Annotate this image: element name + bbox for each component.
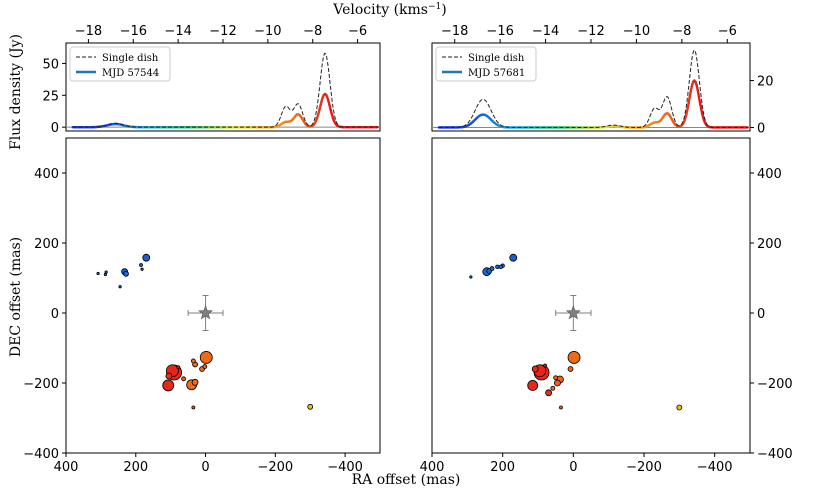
left-panel: −18 −16 −14 −12 −10 −8 −6 0 25 50 Single dish MJD 5… — [23, 24, 381, 475]
right-panel: −18 −16 −14 −12 −10 −8 −6 0 20 Single dish MJD 576… — [420, 24, 793, 475]
flux-tick-label: 0 — [757, 121, 765, 136]
dec-tick-label: −200 — [23, 377, 59, 392]
maser-spot — [142, 253, 151, 262]
ra-tick-label: 400 — [420, 460, 445, 475]
maser-spot — [307, 403, 314, 410]
maser-spot — [550, 385, 556, 391]
maser-spot — [104, 270, 108, 274]
maser-spot — [103, 272, 108, 277]
maser-spot — [123, 270, 129, 277]
maser-spot — [191, 378, 199, 386]
ra-tick-label: 0 — [569, 460, 577, 475]
maser-spot — [543, 363, 547, 368]
maser-spot — [202, 364, 208, 369]
maser-spot — [199, 351, 213, 364]
dec-tick-label: −400 — [757, 447, 793, 462]
maser-spot — [676, 404, 683, 411]
maser-spot — [139, 263, 143, 267]
dec-tick-label: 400 — [34, 167, 59, 182]
maser-spot — [554, 379, 561, 387]
maser-spot — [545, 389, 552, 397]
dec-tick-label: 200 — [757, 237, 782, 252]
ra-tick-label: 200 — [490, 460, 515, 475]
velocity-tick-label: −10 — [254, 24, 281, 39]
flux-density-axis-label: Flux density (Jy) — [8, 34, 24, 150]
ra-tick-label: −200 — [626, 460, 662, 475]
dec-offset-axis-label: DEC offset (mas) — [8, 237, 24, 357]
maser-spot — [140, 267, 144, 271]
maser-spot — [181, 376, 186, 382]
maser-spot — [165, 372, 173, 380]
star-marker — [198, 305, 214, 320]
maser-spot — [567, 366, 574, 372]
velocity-tick-label: −18 — [441, 24, 468, 39]
maser-spot — [489, 266, 495, 271]
maser-spot — [118, 285, 122, 289]
star-marker — [565, 305, 581, 320]
maser-spot — [495, 264, 500, 269]
velocity-tick-label: −10 — [623, 24, 650, 39]
single-dish-spectrum — [72, 52, 378, 128]
velocity-tick-label: −8 — [303, 24, 322, 39]
maser-spot — [191, 405, 196, 410]
dec-tick-label: 400 — [757, 167, 782, 182]
velocity-tick-label: −18 — [75, 24, 102, 39]
maser-spot — [162, 379, 175, 392]
map-frame — [431, 137, 751, 454]
velocity-tick-label: −6 — [718, 24, 737, 39]
legend-epoch-label: MJD 57681 — [468, 68, 525, 79]
ra-tick-label: 0 — [201, 460, 209, 475]
maser-spot — [509, 253, 518, 262]
maser-spot — [531, 365, 539, 373]
dec-tick-label: 0 — [757, 307, 765, 322]
spectrum-legend: Single dish MJD 57681 — [435, 46, 537, 82]
dec-tick-label: 0 — [51, 307, 59, 322]
flux-tick-label: 25 — [42, 89, 59, 104]
ra-tick-label: −200 — [257, 460, 293, 475]
maser-spot — [96, 271, 100, 276]
map-frame — [65, 137, 381, 454]
velocity-tick-label: −12 — [577, 24, 604, 39]
maser-spot — [567, 351, 581, 364]
ra-tick-label: −400 — [697, 460, 733, 475]
maser-spot — [553, 375, 559, 381]
velocity-tick-label: −6 — [348, 24, 367, 39]
dec-tick-label: −400 — [23, 447, 59, 462]
maser-spot — [498, 264, 504, 269]
flux-tick-label: 20 — [757, 75, 774, 90]
legend-single-dish-label: Single dish — [102, 53, 159, 64]
velocity-tick-label: −14 — [164, 24, 191, 39]
legend-single-dish-label: Single dish — [468, 53, 525, 64]
velocity-axis-label: Velocity (kms−1) — [332, 2, 446, 18]
dec-tick-label: 200 — [34, 237, 59, 252]
maser-spot — [176, 365, 181, 370]
velocity-tick-label: −16 — [120, 24, 147, 39]
maser-spot — [527, 380, 539, 391]
maser-spot — [190, 358, 196, 364]
velocity-tick-label: −12 — [209, 24, 236, 39]
flux-tick-label: 0 — [51, 121, 59, 136]
dec-tick-label: −200 — [757, 377, 793, 392]
ra-tick-label: −400 — [327, 460, 363, 475]
single-dish-spectrum — [438, 49, 748, 128]
velocity-tick-label: −14 — [532, 24, 559, 39]
ra-tick-label: 400 — [54, 460, 79, 475]
legend-epoch-label: MJD 57544 — [102, 68, 159, 79]
ra-offset-axis-label: RA offset (mas) — [352, 472, 461, 488]
maser-spot — [559, 405, 563, 410]
maser-spot — [469, 275, 473, 279]
spectrum-legend: Single dish MJD 57544 — [69, 46, 171, 82]
ra-tick-label: 200 — [123, 460, 148, 475]
velocity-tick-label: −16 — [486, 24, 513, 39]
flux-tick-label: 50 — [42, 57, 59, 72]
velocity-tick-label: −8 — [672, 24, 691, 39]
